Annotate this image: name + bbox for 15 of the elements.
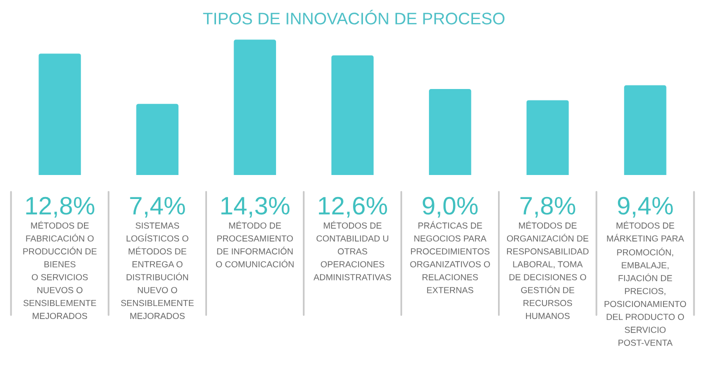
- data-label: 12,6%: [318, 196, 388, 218]
- chart-title: TIPOS DE INNOVACIÓN DE PROCESO: [203, 10, 504, 24]
- data-label: 12,8%: [26, 196, 94, 218]
- data-label: 9,0%: [422, 196, 478, 218]
- category-label: MÉTODOS DE MÁRKETING PARA PROMOCIÓN, EMBALAJE, FIJACIÓN DE PRECIOS, POSICIONAMIENTO DEL PRODUCTO O SERVICIO POST-VENTA: [604, 220, 686, 346]
- x-tick-label: MÉTODOS DE CONTABILIDAD U OTRAS OPERACIONES ADMINISTRATIVAS: [314, 220, 392, 280]
- data-label: 14,3%: [221, 196, 290, 218]
- x-tick-label: MÉTODO DE PROCESAMIENTO DE INFORMACIÓN O COMUNICACIÓN: [216, 220, 294, 268]
- x-tick-label: MÉTODOS DE ORGANIZACIÓN DE RESPONSABILIDAD LABORAL, TOMA DE DECISIONES O GESTIÓN DE RECURSOS HUMANOS: [506, 220, 589, 320]
- data-label: 7,8%: [520, 196, 576, 218]
- data-label: 9,4%: [618, 196, 673, 218]
- x-tick-label: MÉTODOS DE FABRICACIÓN O PRODUCCIÓN DE BIENES O SERVICIOS NUEVOS O SENSIBLEMENTE MEJORADOS: [23, 220, 97, 320]
- x-tick-label: PRÁCTICAS DE NEGOCIOS PARA PROCEDIMIENTOS ORGANIZATIVOS O RELACIONES EXTERNAS: [410, 220, 490, 294]
- data-label: 7,4%: [130, 197, 185, 218]
- x-tick-label: SISTEMAS LOGÍSTICOS O MÉTODOS DE ENTREGA O DISTRIBUCIÓN NUEVO O SENSIBLEMENTE MEJORADOS: [121, 222, 194, 320]
